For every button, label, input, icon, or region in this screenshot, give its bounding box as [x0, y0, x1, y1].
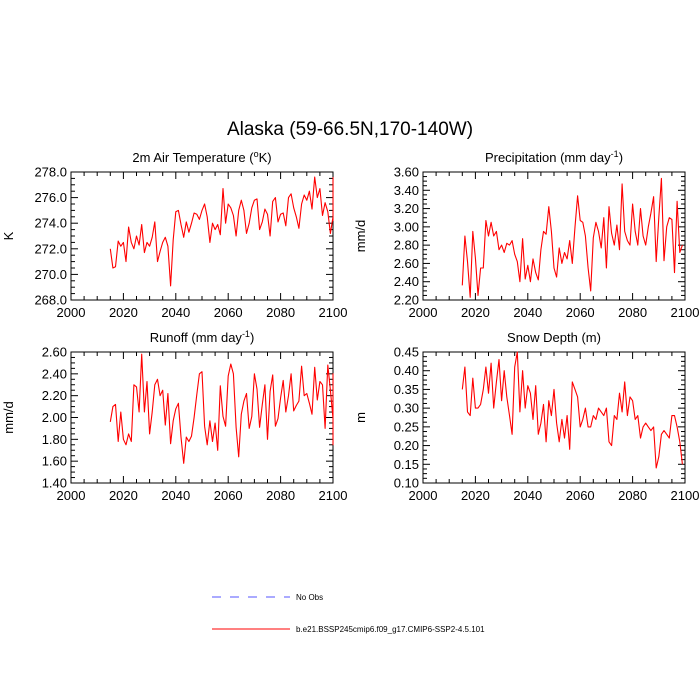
y-tick-label: 270.0: [34, 267, 67, 282]
y-axis-label: K: [1, 231, 16, 240]
series-line: [109, 353, 334, 464]
panel-2: 2000 2020 2040 2060 2080 2100 2.20 2.40 2.60 2.80…: [353, 149, 699, 320]
x-tick-label: 2020: [461, 488, 490, 503]
y-tick-label: 2.60: [394, 256, 419, 271]
x-tick-label: 2060: [214, 488, 243, 503]
y-tick-label: 0.20: [394, 438, 419, 453]
y-tick-label: 2.20: [394, 293, 419, 308]
y-tick-label: 0.10: [394, 476, 419, 491]
x-tick-label: 2040: [161, 488, 190, 503]
y-tick-label: 0.45: [394, 345, 419, 360]
x-tick-label: 2080: [266, 488, 295, 503]
x-tick-label: 2100: [319, 305, 348, 320]
x-tick-label: 2020: [109, 488, 138, 503]
panel-frame: [422, 351, 686, 484]
y-tick-label: 3.00: [394, 219, 419, 234]
y-tick-label: 1.80: [42, 432, 67, 447]
y-tick-label: 0.35: [394, 382, 419, 397]
y-tick-label: 278.0: [34, 165, 67, 180]
y-tick-label: 2.00: [42, 410, 67, 425]
x-tick-label: 2080: [266, 305, 295, 320]
x-tick-label: 2100: [671, 488, 700, 503]
x-tick-label: 2040: [513, 305, 542, 320]
x-tick-label: 2060: [566, 488, 595, 503]
x-tick-label: 2020: [109, 305, 138, 320]
x-tick-label: 2060: [214, 305, 243, 320]
panels: 2000 2020 2040 2060 2080 2100 268.0 270.0 272.0 2…: [1, 149, 699, 503]
y-tick-label: 268.0: [34, 293, 67, 308]
y-tick-label: 2.20: [42, 388, 67, 403]
y-axis-label: mm/d: [353, 220, 368, 253]
series-line: [461, 351, 683, 469]
y-tick-label: 274.0: [34, 216, 67, 231]
panel-title: 2m Air Temperature (oK): [132, 149, 271, 165]
x-tick-label: 2000: [409, 305, 438, 320]
legend: No Obs b.e21.BSSP245cmip6.f09_g17.CMIP6-…: [212, 593, 485, 634]
y-tick-label: 0.40: [394, 363, 419, 378]
series-line: [461, 177, 683, 298]
x-tick-label: 2100: [671, 305, 700, 320]
y-tick-label: 2.40: [394, 274, 419, 289]
legend-model-label: b.e21.BSSP245cmip6.f09_g17.CMIP6-SSP2-4.…: [296, 625, 485, 634]
x-tick-label: 2040: [161, 305, 190, 320]
x-tick-label: 2060: [566, 305, 595, 320]
y-tick-label: 0.15: [394, 457, 419, 472]
panel-frame: [70, 171, 334, 301]
x-tick-label: 2080: [618, 305, 647, 320]
y-tick-label: 3.40: [394, 183, 419, 198]
legend-obs-label: No Obs: [296, 593, 323, 602]
y-axis-label: mm/d: [1, 401, 16, 434]
y-tick-label: 3.60: [394, 165, 419, 180]
y-tick-label: 2.60: [42, 345, 67, 360]
panel-4: 2000 2020 2040 2060 2080 2100 0.10 0.15 0.20 0.25…: [353, 330, 699, 503]
y-axis-label: m: [353, 412, 368, 423]
x-tick-label: 2000: [409, 488, 438, 503]
y-tick-label: 0.25: [394, 419, 419, 434]
y-tick-label: 3.20: [394, 201, 419, 216]
x-tick-label: 2080: [618, 488, 647, 503]
panel-title: Snow Depth (m): [507, 330, 601, 345]
y-tick-label: 2.40: [42, 366, 67, 381]
y-tick-label: 1.40: [42, 476, 67, 491]
x-tick-label: 2000: [57, 488, 86, 503]
y-tick-label: 272.0: [34, 241, 67, 256]
y-tick-label: 1.60: [42, 454, 67, 469]
x-tick-label: 2020: [461, 305, 490, 320]
x-tick-label: 2000: [57, 305, 86, 320]
x-tick-label: 2040: [513, 488, 542, 503]
panel-1: 2000 2020 2040 2060 2080 2100 268.0 270.0 272.0 2…: [1, 149, 347, 320]
figure-title: Alaska (59-66.5N,170-140W): [227, 119, 473, 140]
series-line: [109, 176, 334, 287]
panel-3: 2000 2020 2040 2060 2080 2100 1.40 1.60 1.80 2.00…: [1, 329, 347, 503]
panel-title: Precipitation (mm day-1): [485, 149, 623, 165]
panel-title: Runoff (mm day-1): [150, 329, 255, 345]
y-tick-label: 276.0: [34, 190, 67, 205]
x-tick-label: 2100: [319, 488, 348, 503]
y-tick-label: 2.80: [394, 238, 419, 253]
y-tick-label: 0.30: [394, 401, 419, 416]
